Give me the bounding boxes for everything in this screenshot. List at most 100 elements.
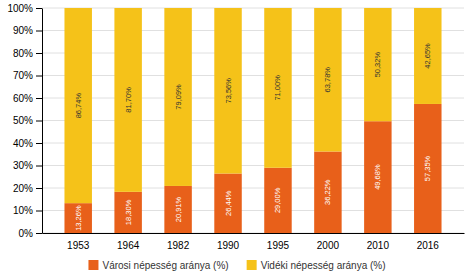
- plot: 13,26% 18,30% 20,91% 26,44% 29,00% 36,22% 49,6…: [7, 3, 464, 251]
- legend-item: Városi népesség aránya (%): [88, 260, 228, 271]
- legend-swatch: [247, 260, 257, 270]
- x-tick-label: 1953: [67, 240, 90, 251]
- y-tick-mark: [36, 53, 42, 54]
- bar: [414, 8, 441, 104]
- grid-line: [42, 233, 464, 234]
- legend-label: Vidéki népesség aránya (%): [261, 260, 386, 271]
- y-tick-mark: [36, 166, 42, 167]
- bar: [114, 8, 141, 192]
- data-label: 29,00%: [273, 187, 282, 213]
- y-tick-label: 80%: [13, 48, 33, 59]
- bar: [264, 8, 291, 168]
- y-axis: 0% 10% 20% 30% 40% 50% 60% 70% 80% 90% 100%: [7, 3, 42, 239]
- y-tick: 50%: [13, 115, 42, 126]
- bar: [364, 121, 391, 233]
- legend-item: Vidéki népesség aránya (%): [247, 260, 386, 271]
- y-tick-mark: [36, 76, 42, 77]
- data-label: 42,65%: [423, 43, 432, 69]
- y-tick-mark: [36, 31, 42, 32]
- y-tick-mark: [36, 8, 42, 9]
- x-tick-label: 2000: [317, 240, 340, 251]
- x-tick-label: 2010: [367, 240, 390, 251]
- chart: 13,26% 18,30% 20,91% 26,44% 29,00% 36,22% 49,6…: [0, 0, 474, 275]
- data-label: 81,70%: [124, 87, 133, 113]
- x-tick: 1964: [117, 240, 140, 251]
- grid-line: [42, 120, 464, 121]
- data-label: 49,68%: [373, 164, 382, 190]
- x-tick-label: 1982: [167, 240, 190, 251]
- bar: [114, 192, 141, 233]
- grid-line: [42, 98, 464, 99]
- y-tick-mark: [36, 188, 42, 189]
- x-tick: 2010: [367, 240, 390, 251]
- data-label: 86,74%: [74, 93, 83, 119]
- y-tick-label: 100%: [7, 3, 33, 14]
- grid-line: [42, 30, 464, 31]
- x-axis: 19531964198219901995200020102016: [43, 234, 465, 252]
- y-tick-label: 20%: [13, 183, 33, 194]
- data-label: 26,44%: [224, 190, 233, 216]
- y-tick-label: 10%: [13, 205, 33, 216]
- grid-line: [42, 53, 464, 54]
- bar: [164, 186, 191, 233]
- y-tick: 80%: [13, 48, 42, 59]
- bar: [364, 8, 391, 121]
- y-tick-label: 30%: [13, 160, 33, 171]
- bar: [414, 104, 441, 233]
- bar: [314, 152, 341, 233]
- bar: [214, 8, 241, 174]
- x-tick: 1995: [267, 240, 290, 251]
- grid-line: [42, 165, 464, 166]
- data-label: 73,56%: [224, 78, 233, 104]
- y-tick-mark: [36, 211, 42, 212]
- x-tick-label: 1995: [267, 240, 290, 251]
- bar: [64, 8, 91, 203]
- y-tick-label: 40%: [13, 138, 33, 149]
- x-tick-label: 1990: [217, 240, 240, 251]
- y-tick-label: 0%: [19, 228, 34, 239]
- data-label: 57,35%: [423, 155, 432, 181]
- legend: Városi népesség aránya (%) Vidéki népessé…: [88, 260, 385, 271]
- x-axis-line: [43, 233, 465, 234]
- x-tick-label: 1964: [117, 240, 140, 251]
- y-tick-label: 60%: [13, 93, 33, 104]
- grid-line: [42, 8, 464, 9]
- bar: [214, 174, 241, 233]
- bar: [164, 8, 191, 186]
- series: [64, 8, 441, 203]
- grid-line: [42, 75, 464, 76]
- x-tick: 2000: [317, 240, 340, 251]
- data-labels: 13,26% 18,30% 20,91% 26,44% 29,00% 36,22% 49,6…: [74, 43, 433, 231]
- grid-line: [42, 188, 464, 189]
- y-tick: 10%: [13, 205, 42, 216]
- y-tick-label: 70%: [13, 70, 33, 81]
- x-tick: 1953: [67, 240, 90, 251]
- y-tick: 90%: [13, 25, 42, 36]
- bar: [64, 203, 91, 233]
- y-tick-label: 50%: [13, 115, 33, 126]
- y-tick-mark: [36, 233, 42, 234]
- x-tick: 1982: [167, 240, 190, 251]
- data-label: 36,22%: [323, 179, 332, 205]
- y-tick: 30%: [13, 160, 42, 171]
- y-tick: 40%: [13, 138, 42, 149]
- data-label: 79,09%: [174, 84, 183, 110]
- y-axis-line: [42, 9, 43, 234]
- x-tick: 1990: [217, 240, 240, 251]
- data-label: 63,78%: [323, 67, 332, 93]
- y-tick-mark: [36, 98, 42, 99]
- bar: [314, 8, 341, 152]
- grid-line: [42, 143, 464, 144]
- legend-swatch: [88, 260, 98, 270]
- y-tick: 0%: [19, 228, 42, 239]
- legend-label: Városi népesség aránya (%): [102, 260, 228, 271]
- y-tick-mark: [36, 121, 42, 122]
- data-label: 13,26%: [74, 205, 83, 231]
- bars: [64, 8, 441, 233]
- y-tick: 60%: [13, 93, 42, 104]
- y-tick: 20%: [13, 183, 42, 194]
- data-label: 71,00%: [273, 75, 282, 101]
- data-label: 18,30%: [124, 199, 133, 225]
- data-label: 20,91%: [174, 196, 183, 222]
- data-label: 50,32%: [373, 52, 382, 78]
